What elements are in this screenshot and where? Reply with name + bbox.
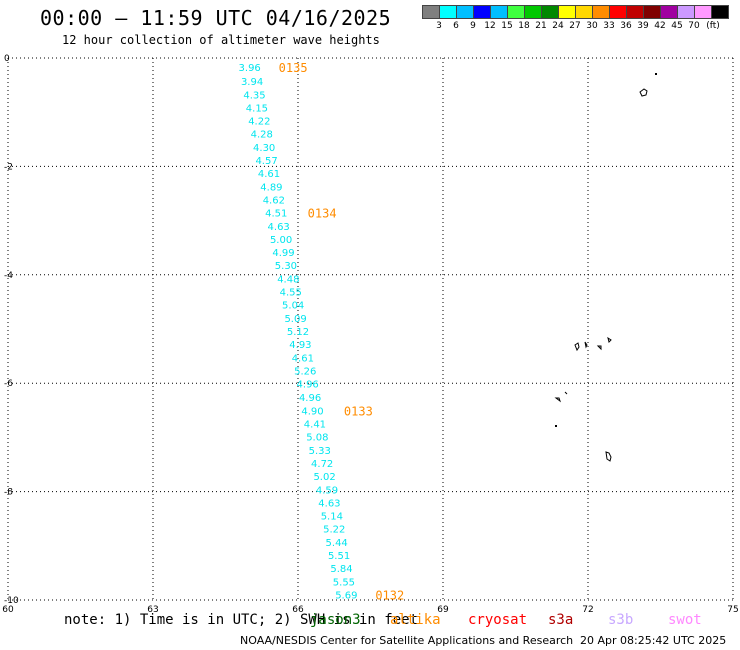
time-label: 0133 bbox=[344, 404, 373, 418]
mission-label-swot: swot bbox=[668, 612, 702, 628]
wave-height-point: 4.28 bbox=[251, 129, 273, 140]
wave-height-point: 5.30 bbox=[275, 261, 297, 272]
wave-height-point: 4.59 bbox=[316, 485, 338, 496]
wave-height-point: 5.51 bbox=[328, 551, 350, 562]
x-tick-label: 72 bbox=[582, 605, 593, 615]
time-label: 0132 bbox=[375, 589, 404, 603]
credit-text: NOAA/NESDIS Center for Satellite Applica… bbox=[240, 634, 574, 647]
land-outline bbox=[555, 425, 557, 427]
mission-label-cryosat: cryosat bbox=[468, 612, 528, 628]
x-tick-label: 63 bbox=[147, 605, 158, 615]
colorbar-label: 12 bbox=[484, 21, 496, 31]
time-label: 0134 bbox=[308, 206, 337, 220]
wave-height-point: 5.55 bbox=[333, 578, 355, 589]
wave-height-point: 3.94 bbox=[241, 77, 263, 88]
land-outline bbox=[554, 397, 561, 403]
wave-height-point: 4.15 bbox=[246, 103, 268, 114]
land-outline bbox=[564, 391, 568, 395]
time-label: 0135 bbox=[279, 61, 308, 75]
wave-height-point: 5.02 bbox=[313, 472, 335, 483]
wave-height-point: 4.63 bbox=[318, 498, 340, 509]
wave-height-point: 4.89 bbox=[260, 182, 282, 193]
wave-height-point: 5.22 bbox=[323, 524, 345, 535]
land-outline bbox=[584, 341, 588, 349]
colorbar-label: 39 bbox=[637, 21, 649, 31]
colorbar-label: 30 bbox=[586, 21, 598, 31]
wave-height-point: 5.44 bbox=[326, 538, 348, 549]
wave-height-point: 5.12 bbox=[287, 327, 309, 338]
wave-height-point: 5.04 bbox=[282, 301, 304, 312]
wave-height-point: 5.14 bbox=[321, 511, 343, 522]
wave-height-point: 4.30 bbox=[253, 143, 275, 154]
y-tick-label: -10 bbox=[4, 596, 19, 606]
mission-label-altika: altika bbox=[390, 612, 441, 628]
colorbar-label: 15 bbox=[501, 21, 513, 31]
wave-height-point: 4.48 bbox=[277, 275, 299, 286]
wave-height-point: 4.51 bbox=[265, 208, 287, 219]
colorbar-label: 24 bbox=[552, 21, 564, 31]
mission-label-s3a: s3a bbox=[548, 612, 574, 628]
land-outline bbox=[639, 88, 648, 97]
wave-height-point: 5.08 bbox=[306, 432, 328, 443]
x-tick-label: 66 bbox=[292, 605, 304, 615]
colorbar-label: 9 bbox=[470, 21, 476, 31]
wave-height-point: 4.57 bbox=[255, 156, 277, 167]
wave-height-point: 3.96 bbox=[239, 63, 261, 74]
colorbar-label: (ft) bbox=[706, 21, 720, 31]
wave-height-point: 4.99 bbox=[272, 248, 294, 259]
colorbar-label: 21 bbox=[535, 21, 547, 31]
colorbar-swatch bbox=[711, 5, 729, 19]
y-tick-label: -4 bbox=[4, 271, 13, 281]
colorbar-label: 3 bbox=[436, 21, 442, 31]
wave-height-point: 4.72 bbox=[311, 459, 333, 470]
x-tick-label: 69 bbox=[437, 605, 449, 615]
wave-height-point: 4.62 bbox=[263, 195, 285, 206]
wave-height-point: 5.84 bbox=[330, 564, 352, 575]
colorbar-label: 18 bbox=[518, 21, 530, 31]
wave-height-point: 4.63 bbox=[268, 222, 290, 233]
y-tick-label: -2 bbox=[4, 162, 13, 172]
colorbar-label: 45 bbox=[671, 21, 683, 31]
colorbar-label: 27 bbox=[569, 21, 581, 31]
land-outline bbox=[607, 336, 612, 343]
wave-height-point: 4.96 bbox=[297, 380, 319, 391]
wave-height-point: 5.26 bbox=[294, 367, 316, 378]
wave-height-point: 5.09 bbox=[284, 314, 306, 325]
land-outline bbox=[596, 345, 602, 351]
wave-height-point: 4.90 bbox=[301, 406, 323, 417]
mission-label-s3b: s3b bbox=[608, 612, 634, 628]
wave-height-point: 4.96 bbox=[299, 393, 321, 404]
generated-timestamp: 20 Apr 08:25:42 UTC 2025 bbox=[580, 634, 727, 647]
wave-height-point: 4.35 bbox=[243, 90, 265, 101]
colorbar-label: 6 bbox=[453, 21, 459, 31]
colorbar-label: 33 bbox=[603, 21, 615, 31]
x-tick-label: 75 bbox=[727, 605, 738, 615]
wave-height-point: 4.61 bbox=[292, 354, 314, 365]
wave-height-point: 4.61 bbox=[258, 169, 280, 180]
chart-title: 00:00 – 11:59 UTC 04/16/2025 bbox=[40, 6, 392, 30]
chart-subtitle: 12 hour collection of altimeter wave hei… bbox=[62, 33, 380, 47]
wave-height-point: 5.33 bbox=[309, 446, 331, 457]
mission-label-jason3: jason3 bbox=[310, 612, 361, 628]
y-tick-label: -8 bbox=[4, 488, 13, 498]
y-tick-label: -6 bbox=[4, 379, 13, 389]
x-tick-label: 60 bbox=[2, 605, 14, 615]
y-tick-label: 0 bbox=[4, 54, 10, 64]
colorbar-label: 70 bbox=[688, 21, 700, 31]
colorbar-label: 42 bbox=[654, 21, 666, 31]
colorbar bbox=[422, 5, 729, 19]
wave-height-point: 5.69 bbox=[335, 591, 357, 602]
wave-height-point: 5.00 bbox=[270, 235, 292, 246]
wave-height-point: 4.41 bbox=[304, 419, 326, 430]
wave-height-point: 4.55 bbox=[280, 288, 302, 299]
wave-height-point: 4.22 bbox=[248, 116, 270, 127]
land-outline bbox=[655, 73, 657, 75]
land-outline bbox=[605, 451, 612, 462]
land-outline bbox=[574, 342, 580, 352]
footer-note: note: 1) Time is in UTC; 2) SWH is in fe… bbox=[64, 612, 419, 628]
colorbar-labels: 3 6 9 12 15 18 21 24 27 30 33 36 39 42 45 70 (ft) bbox=[422, 21, 740, 35]
colorbar-label: 36 bbox=[620, 21, 632, 31]
wave-height-point: 4.93 bbox=[289, 340, 311, 351]
